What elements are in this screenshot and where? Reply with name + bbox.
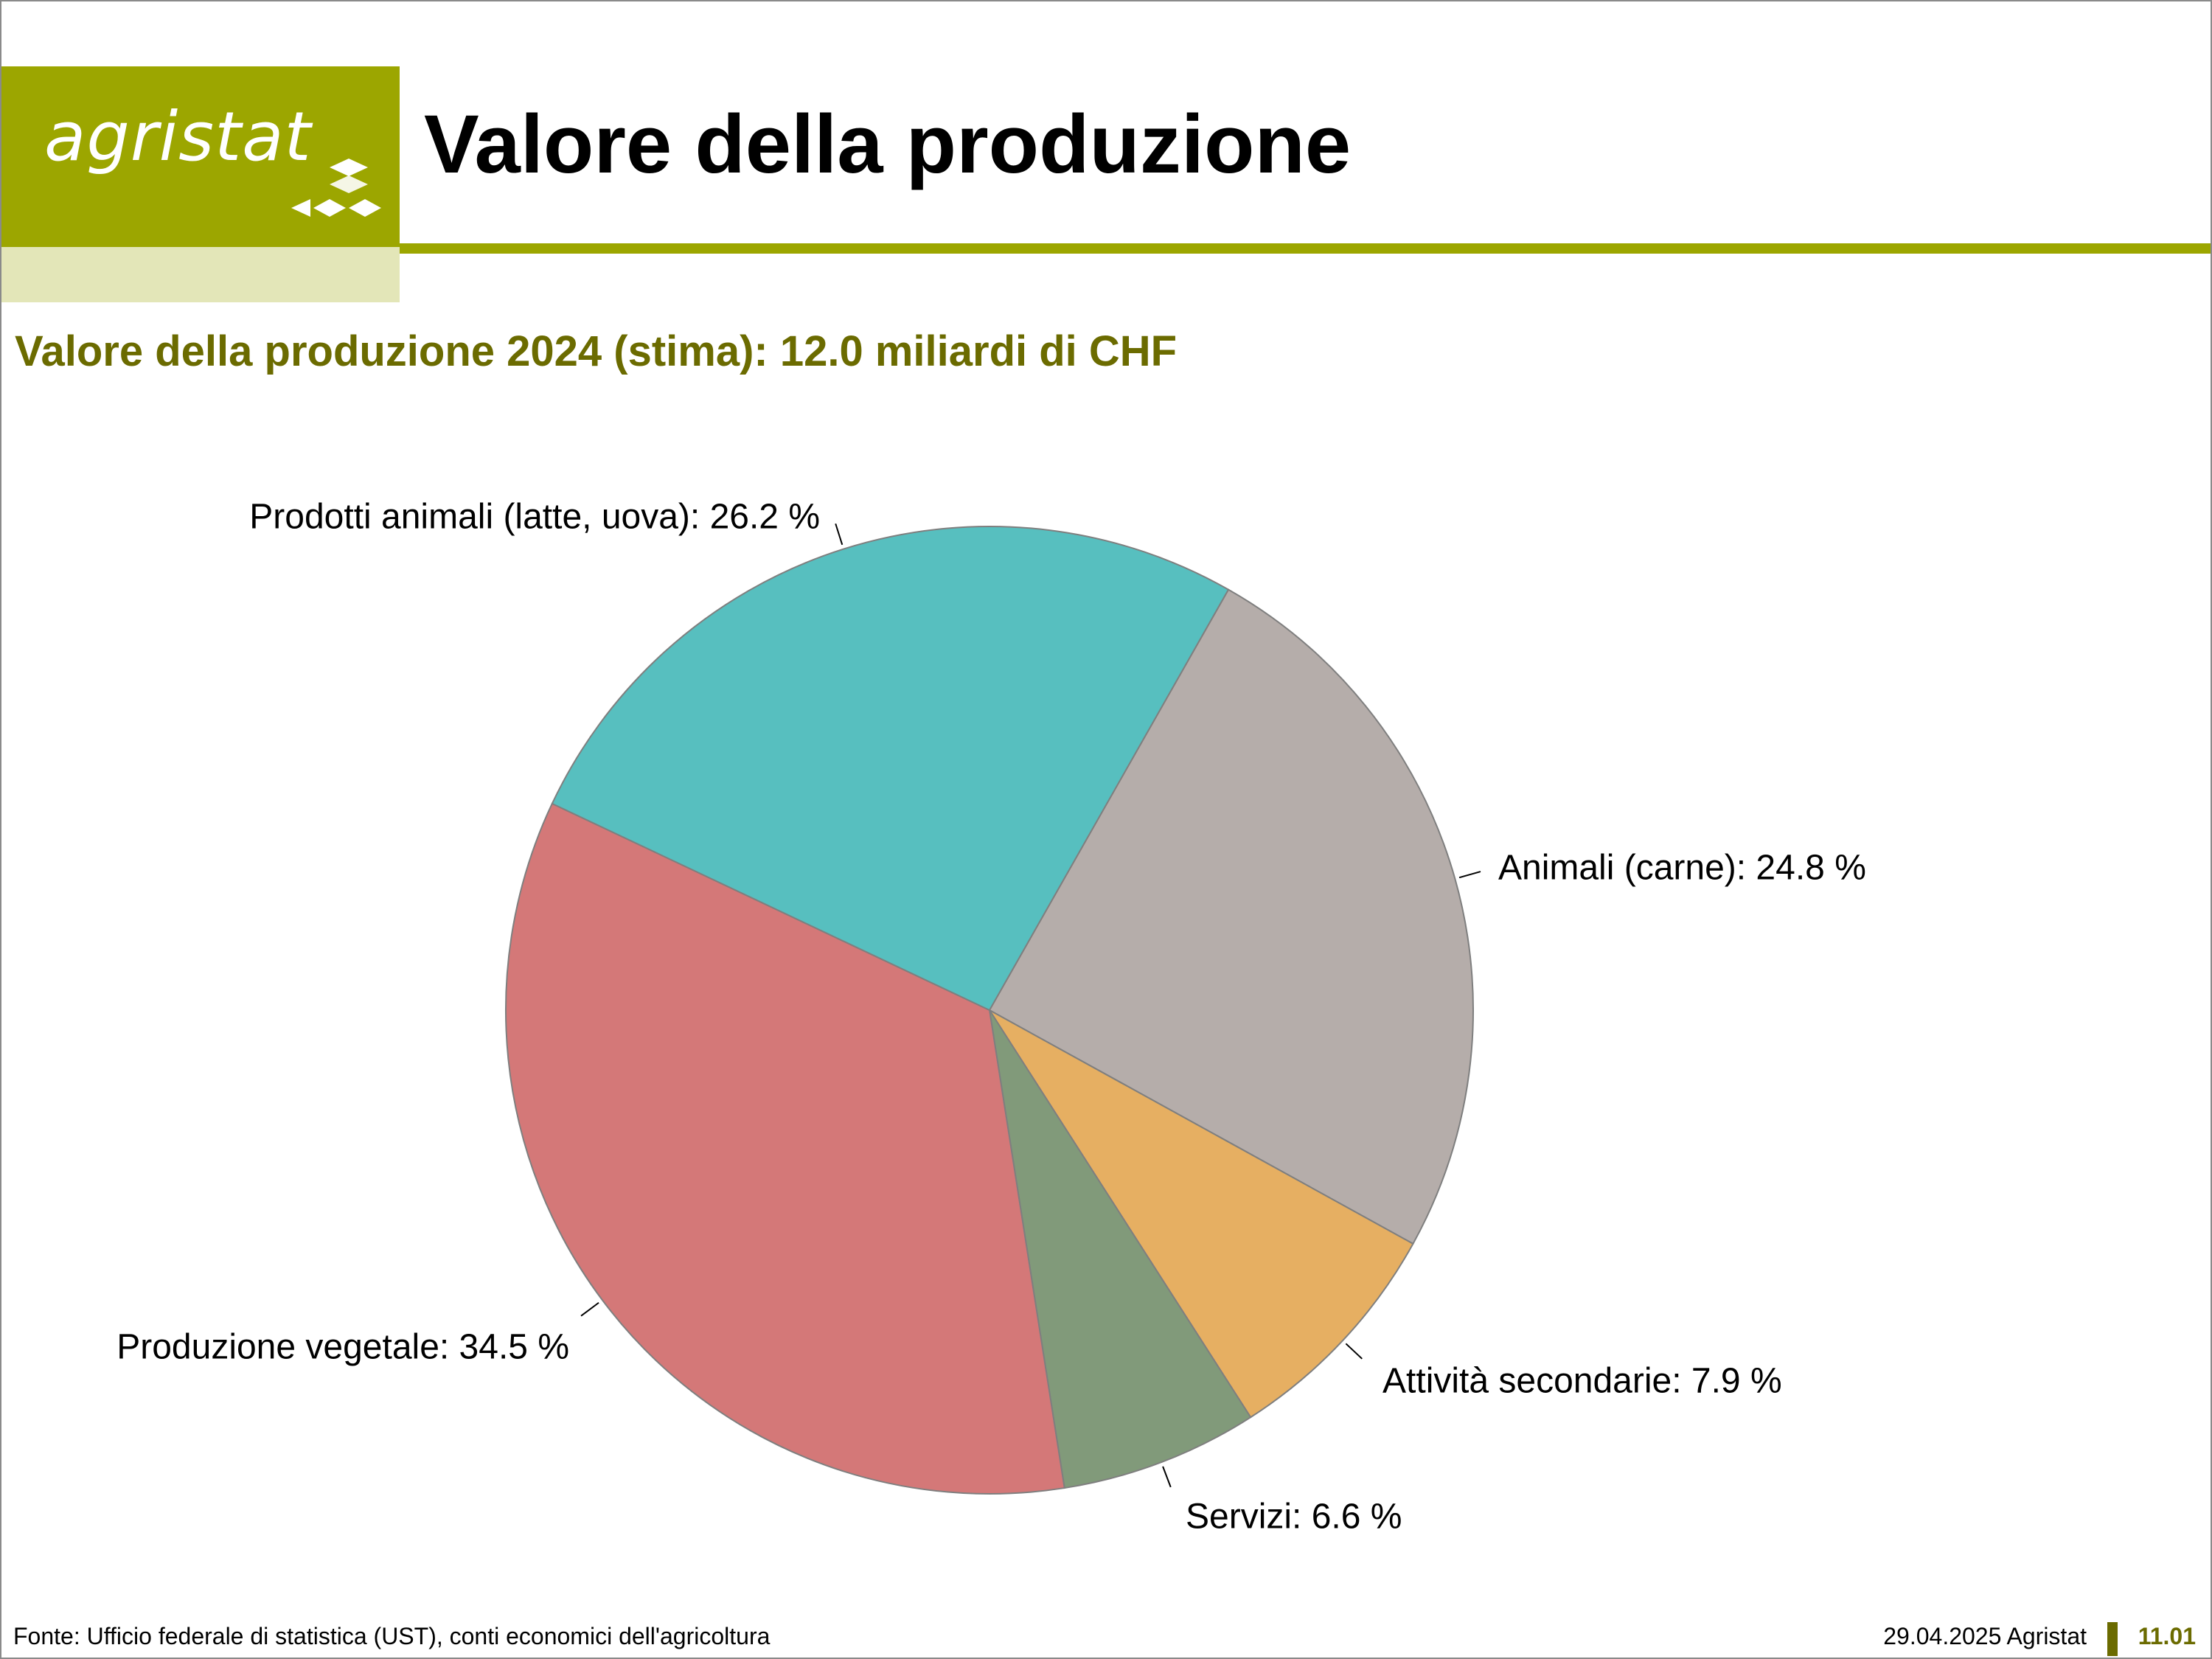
footer-date: 29.04.2025 Agristat <box>1883 1623 2087 1649</box>
leader-line-attivita-secondarie <box>1345 1343 1363 1360</box>
pie-slice-animali-carne <box>988 588 1474 1245</box>
leader-line-animali-carne <box>1458 871 1481 879</box>
logo-text: agristat <box>44 97 312 176</box>
logo <box>1 66 400 247</box>
logo-underlay <box>1 247 400 302</box>
pie-slice-servizi <box>989 1009 1252 1489</box>
slice-label-servizi: Servizi: 6.6 % <box>1186 1498 1402 1537</box>
slice-label-prodotti-animali-latte-uova: Prodotti animali (latte, uova): 26.2 % <box>249 498 820 537</box>
pie-slice-attivita-secondarie <box>989 1009 1414 1419</box>
footer-source: Fonte: Ufficio federale di statistica (U… <box>13 1623 771 1649</box>
slice-label-attivita-secondarie: Attività secondarie: 7.9 % <box>1382 1362 1782 1401</box>
leader-line-servizi <box>1162 1466 1172 1488</box>
pie-slice-produzione-vegetale <box>505 802 1065 1495</box>
slice-label-produzione-vegetale: Produzione vegetale: 34.5 % <box>116 1328 569 1367</box>
slice-label-animali-carne: Animali (carne): 24.8 % <box>1498 849 1866 888</box>
logo-diamonds-icon <box>291 159 381 217</box>
pie-slice-prodotti-animali-latte-uova <box>551 525 1230 1012</box>
page-title: Valore della produzione <box>424 98 1352 190</box>
footer-page-number: 11.01 <box>2138 1623 2196 1649</box>
footer-divider <box>2107 1622 2118 1656</box>
leader-line-produzione-vegetale <box>580 1301 599 1317</box>
chart-title: Valore della produzione 2024 (stima): 12… <box>15 327 1178 375</box>
leader-line-prodotti-animali-latte-uova <box>835 523 844 546</box>
header-rule <box>400 243 2211 254</box>
